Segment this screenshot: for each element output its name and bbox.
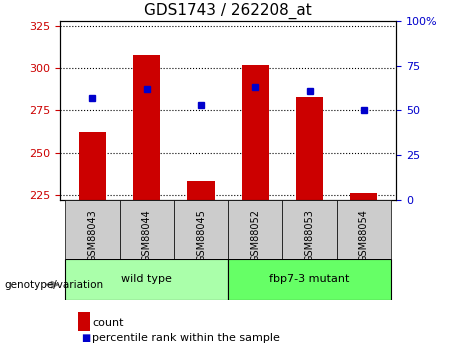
Text: genotype/variation: genotype/variation [5,280,104,289]
Bar [188,181,215,200]
Text: GSM88052: GSM88052 [250,209,260,262]
FancyBboxPatch shape [65,200,120,259]
Text: percentile rank within the sample: percentile rank within the sample [92,333,280,343]
FancyBboxPatch shape [120,200,174,259]
Text: GSM88043: GSM88043 [88,209,97,262]
Text: GSM88044: GSM88044 [142,209,152,262]
Bar [133,55,160,200]
Bar [296,97,323,200]
Text: count: count [92,318,124,327]
Text: GSM88053: GSM88053 [305,209,314,262]
FancyBboxPatch shape [283,200,337,259]
Text: GSM88045: GSM88045 [196,209,206,262]
Text: GSM88054: GSM88054 [359,209,369,262]
FancyBboxPatch shape [337,200,391,259]
FancyBboxPatch shape [65,259,228,300]
Text: fbp7-3 mutant: fbp7-3 mutant [269,275,350,284]
Bar [79,132,106,200]
FancyBboxPatch shape [228,259,391,300]
FancyBboxPatch shape [228,200,283,259]
Title: GDS1743 / 262208_at: GDS1743 / 262208_at [144,3,312,19]
Text: wild type: wild type [121,275,172,284]
FancyBboxPatch shape [174,200,228,259]
Bar [242,65,269,200]
Text: ■: ■ [81,333,90,343]
Bar [350,193,378,200]
